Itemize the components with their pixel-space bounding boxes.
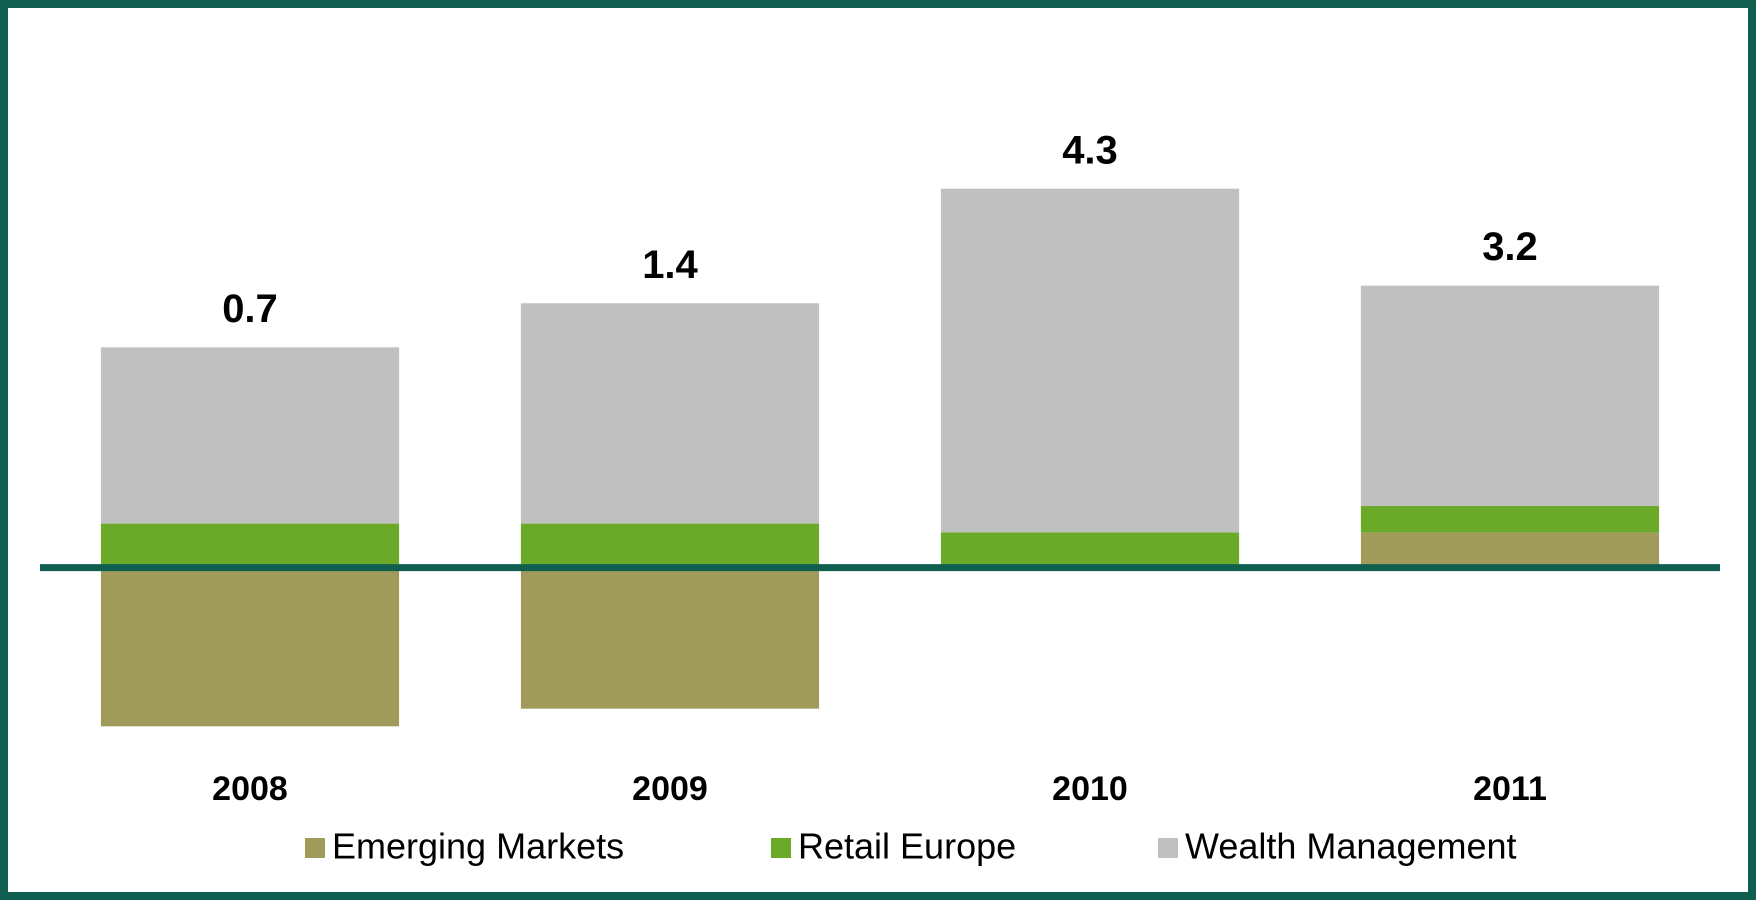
- bar-segment: [940, 188, 1240, 533]
- legend-label: Retail Europe: [798, 826, 1016, 867]
- legend-swatch: [771, 838, 791, 858]
- bar-segment: [100, 347, 400, 524]
- legend-swatch: [305, 838, 325, 858]
- x-tick-label: 2010: [1052, 770, 1128, 808]
- total-label: 1.4: [642, 243, 698, 287]
- bar-segment: [1360, 532, 1660, 568]
- total-label: 4.3: [1062, 128, 1118, 172]
- bar-segment: [1360, 285, 1660, 506]
- bar-segment: [1360, 505, 1660, 533]
- legend-swatch: [1158, 838, 1178, 858]
- x-tick-label: 2011: [1473, 770, 1547, 808]
- bar-segment: [100, 523, 400, 568]
- total-label: 3.2: [1482, 225, 1538, 269]
- x-tick-label: 2008: [212, 770, 288, 808]
- bar-segment: [100, 567, 400, 727]
- total-label: 0.7: [222, 287, 278, 331]
- bar-segment: [520, 303, 820, 524]
- x-tick-label: 2009: [632, 770, 708, 808]
- bar-segment: [520, 523, 820, 568]
- legend-label: Wealth Management: [1185, 826, 1517, 867]
- legend-label: Emerging Markets: [332, 826, 624, 867]
- bar-segment: [940, 532, 1240, 568]
- bar-segment: [520, 567, 820, 709]
